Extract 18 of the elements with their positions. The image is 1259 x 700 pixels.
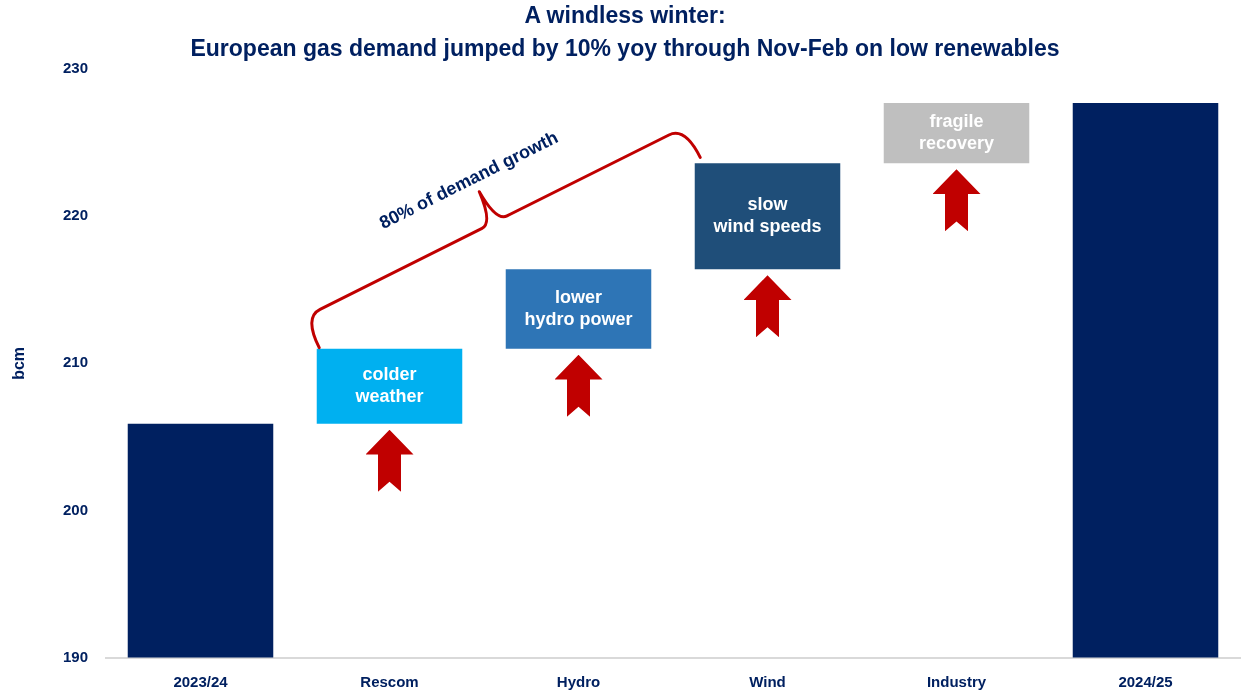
annotation: fragile recovery — [918, 111, 995, 154]
x-tick-label: Rescom — [360, 672, 419, 690]
x-tick-label: 2023/24 — [173, 672, 229, 690]
annotation: slow wind speeds — [712, 194, 822, 237]
y-tick-label: 190 — [62, 647, 88, 665]
annotation: lower hydro power — [524, 286, 633, 329]
x-tick-label: Wind — [749, 672, 786, 690]
chart-title: A windless winter: — [524, 2, 726, 29]
y-tick-label: 230 — [62, 59, 88, 77]
x-tick-label: Hydro — [556, 672, 601, 690]
x-tick-label: Industry — [926, 672, 987, 690]
y-axis-title: bcm — [10, 346, 28, 380]
y-tick-label: 220 — [62, 206, 88, 224]
annotation: colder weather — [354, 364, 424, 407]
chart-subtitle: European gas demand jumped by 10% yoy through Nov-Feb on low renewables — [190, 34, 1060, 61]
x-tick-label: 2024/25 — [1118, 672, 1173, 690]
y-tick-label: 210 — [62, 353, 88, 371]
y-tick-label: 200 — [62, 500, 88, 518]
